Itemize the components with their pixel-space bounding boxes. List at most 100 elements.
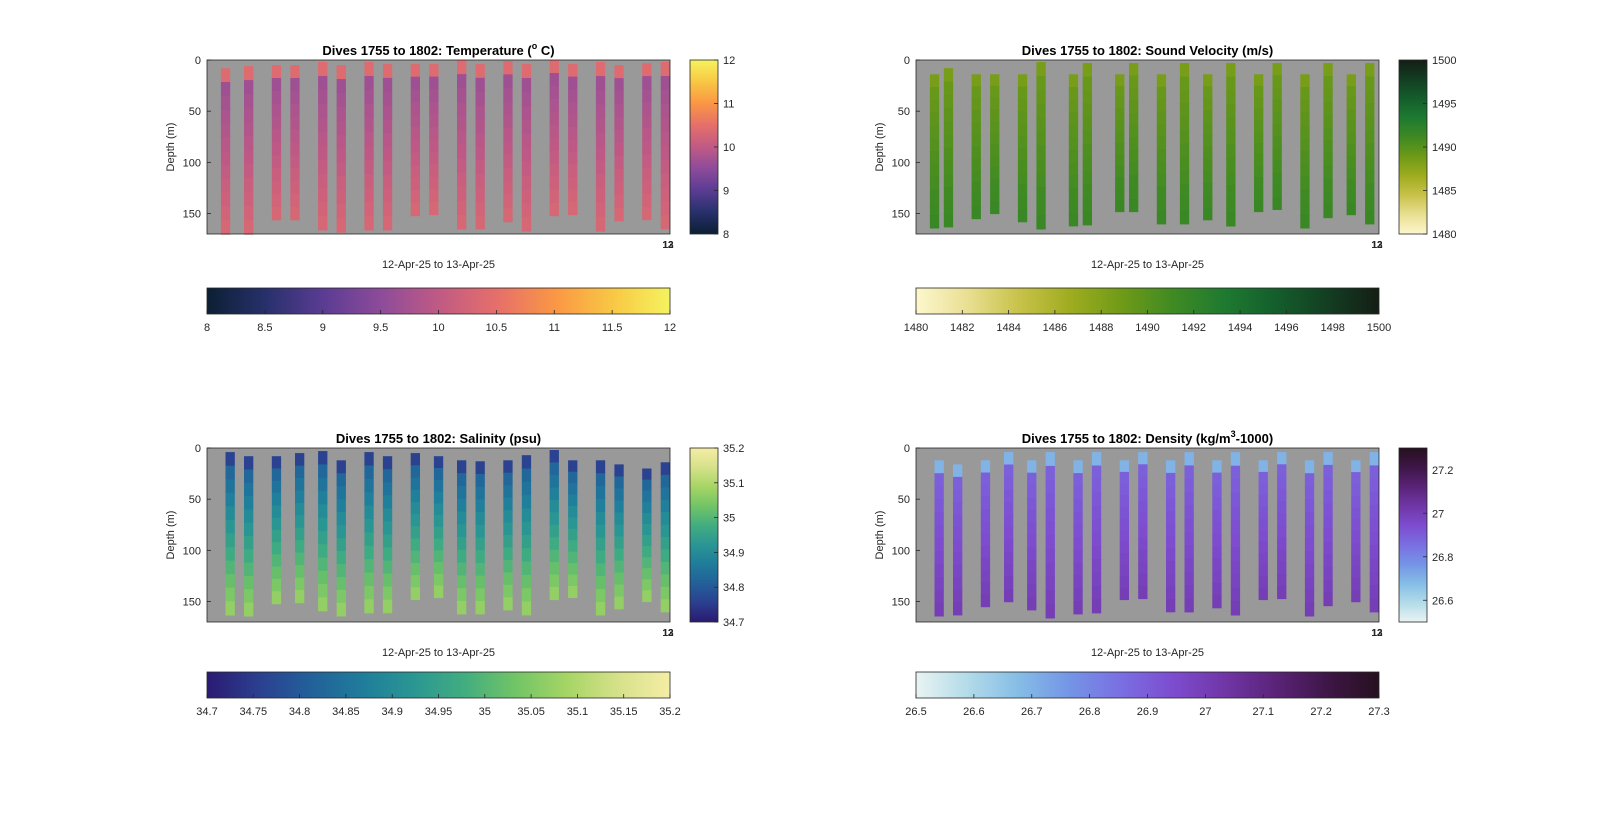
sound-velocity-profile-3-cell	[971, 194, 981, 208]
density-profile-18-cell	[1323, 541, 1333, 556]
salinity-profile-8	[382, 456, 393, 614]
density-profile-8-cell	[1091, 519, 1102, 533]
salinity-profile-8-cell	[382, 482, 393, 496]
sound-velocity-profile-5-cell	[1017, 209, 1028, 223]
density-profile-2-cell	[953, 564, 963, 578]
salinity-profile-18-cell	[614, 464, 624, 477]
temperature-profile-16-cell	[568, 101, 578, 115]
density-profile-7-cell	[1073, 601, 1083, 615]
sound-velocity-profile-3	[971, 74, 981, 220]
density-profile-9-cell	[1119, 529, 1129, 543]
density-profile-10	[1138, 452, 1148, 600]
sound-velocity-profile-4-cell	[990, 85, 1000, 99]
salinity-horizontal-colorbar-tick-label: 34.9	[381, 706, 402, 718]
salinity-profile-16-cell	[568, 574, 578, 587]
temperature-horizontal-colorbar-tick-label: 8.5	[257, 322, 272, 334]
density-horizontal-colorbar-tick-label: 27.1	[1253, 706, 1274, 718]
sound-velocity-profile-3-cell	[971, 206, 981, 220]
salinity-profile-6-cell	[336, 551, 346, 565]
temperature-profile-1-cell	[220, 206, 231, 221]
salinity-profile-11-cell	[457, 549, 467, 564]
density-profile-3	[980, 460, 991, 608]
sound-velocity-profile-11-cell	[1156, 161, 1167, 175]
salinity-profile-3-cell	[271, 529, 282, 543]
sound-velocity-profile-13-cell	[1203, 134, 1213, 148]
density-profile-13-cell	[1212, 534, 1222, 547]
salinity-profile-20-cell	[660, 574, 670, 588]
density-profile-12-cell	[1184, 452, 1194, 466]
density-profile-12-cell	[1184, 478, 1194, 493]
density-profile-4-cell	[1004, 477, 1014, 491]
sound-velocity-profile-15-cell	[1254, 165, 1264, 178]
salinity-profile-1-cell	[225, 465, 235, 480]
salinity-profile-14-cell	[521, 521, 532, 536]
salinity-profile-18-cell	[614, 536, 624, 550]
density-profile-6	[1045, 452, 1055, 619]
salinity-profile-11-cell	[457, 473, 467, 487]
salinity-profile-19-cell	[642, 579, 652, 592]
temperature-axes-box	[206, 59, 671, 235]
salinity-profile-13-cell	[503, 584, 513, 598]
salinity-profile-6-cell	[336, 512, 346, 526]
temperature-horizontal-colorbar-tick-label: 10.5	[486, 322, 507, 334]
density-profile-8-cell	[1091, 452, 1102, 467]
temperature-profile-13-cell	[503, 168, 513, 183]
sound-velocity-profile-11-cell	[1156, 174, 1167, 188]
temperature-profile-13-cell	[503, 141, 513, 156]
salinity-colorbar-tick-label: 34.7	[723, 617, 744, 629]
salinity-profile-1-cell	[225, 533, 235, 548]
density-profile-2-cell	[953, 476, 963, 490]
density-title-tail: -1000)	[1236, 431, 1274, 446]
temperature-profile-7-cell	[364, 187, 374, 203]
sound-velocity-profile-5-cell	[1017, 135, 1028, 149]
sound-velocity-profile-12-cell	[1179, 170, 1190, 185]
salinity-xtick-label: 12	[662, 628, 674, 639]
temperature-profile-20-cell	[660, 201, 670, 216]
salinity-profile-11-cell	[457, 562, 467, 576]
sound-velocity-profile-13-cell	[1203, 171, 1213, 184]
salinity-profile-11-cell	[457, 498, 467, 513]
density-profile-12-cell	[1184, 492, 1194, 506]
temperature-profile-10-cell	[429, 189, 439, 203]
sound-velocity-profile-15-cell	[1254, 142, 1264, 155]
temperature-profile-10-cell	[429, 176, 439, 190]
temperature-profile-12-cell	[475, 160, 485, 175]
salinity-horizontal-colorbar-tick-label: 35.1	[567, 706, 588, 718]
temperature-profile-10-cell	[429, 101, 439, 115]
temperature-ytick-label: 0	[195, 55, 201, 67]
salinity-profile-7	[364, 452, 374, 614]
salinity-profile-17-cell	[595, 460, 606, 474]
density-profile-7-cell	[1073, 473, 1083, 487]
temperature-profile-9-cell	[410, 64, 420, 78]
density-profile-4-cell	[1004, 464, 1014, 478]
sound-velocity-profile-3-cell	[971, 158, 981, 172]
density-profile-4-cell	[1004, 526, 1014, 540]
salinity-profile-16-cell	[568, 586, 578, 598]
sound-velocity-profile-14-cell	[1226, 90, 1236, 105]
salinity-profile-20-cell	[660, 499, 670, 513]
density-profile-16-cell	[1277, 586, 1287, 600]
density-profile-14-cell	[1230, 519, 1241, 535]
salinity-profile-7-cell	[364, 532, 374, 547]
sound-velocity-profile-15-cell	[1254, 200, 1264, 213]
density-profile-14-cell	[1230, 560, 1241, 575]
sound-velocity-profile-18-cell	[1323, 114, 1333, 129]
temperature-profile-8-cell	[382, 216, 393, 231]
density-ytick-label: 150	[892, 597, 910, 609]
temperature-profile-4-cell	[290, 90, 300, 105]
density-profile-16-cell	[1277, 549, 1287, 563]
density-profile-16-cell	[1277, 464, 1287, 478]
salinity-axes-box	[206, 447, 671, 623]
temperature-profile-6-cell	[336, 162, 346, 177]
density-profile-10-cell	[1138, 488, 1148, 502]
salinity-profile-14-cell	[521, 481, 532, 496]
density-profile-17-cell	[1304, 499, 1315, 513]
sound-velocity-profile-7-cell	[1068, 187, 1079, 202]
temperature-xtick-label: 12	[662, 240, 674, 251]
sound-velocity-profile-4-cell	[990, 109, 1000, 122]
sound-velocity-profile-5-cell	[1017, 172, 1028, 186]
salinity-profile-16-cell	[568, 517, 578, 530]
salinity-profile-13-cell	[503, 597, 513, 611]
salinity-profile-19-cell	[642, 523, 652, 536]
sound-velocity-profile-12-cell	[1179, 63, 1190, 78]
